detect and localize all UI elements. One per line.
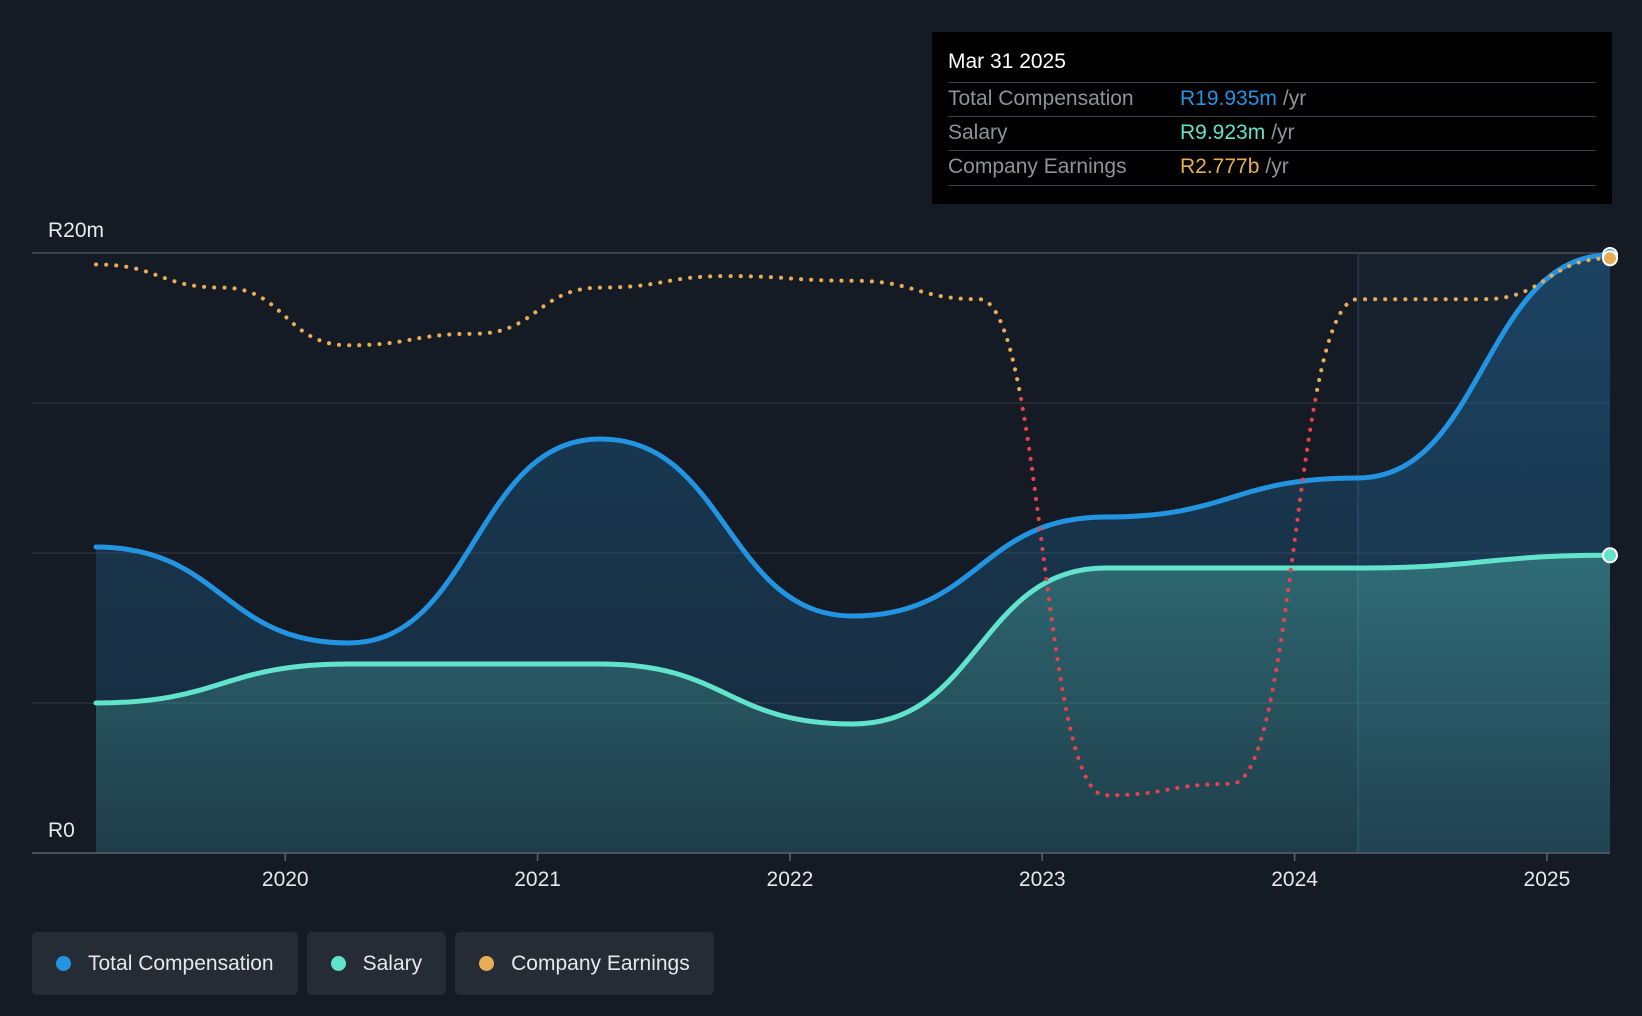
axes: 2020 2021 2022 2023 2024 2025 R0 R20m: [32, 219, 1610, 891]
tooltip-value: R9.923m/yr: [1180, 121, 1295, 144]
x-tick-label: 2025: [1524, 868, 1571, 891]
x-tick-label: 2024: [1271, 868, 1318, 891]
salary-end-point: [1602, 547, 1618, 564]
x-tick-label: 2022: [767, 868, 814, 891]
legend-item-total-compensation[interactable]: Total Compensation: [32, 932, 298, 995]
tooltip-label: Total Compensation: [948, 87, 1134, 110]
y-tick-label: R20m: [48, 219, 104, 242]
tooltip-label: Salary: [948, 121, 1008, 144]
tooltip-value: R2.777b/yr: [1180, 155, 1289, 178]
tooltip: Mar 31 2025 Total Compensation R19.935m /…: [932, 32, 1612, 204]
legend-label: Total Compensation: [88, 951, 274, 975]
legend-item-company-earnings[interactable]: Company Earnings: [455, 932, 714, 995]
tooltip-date: Mar 31 2025: [948, 50, 1066, 73]
legend-item-salary[interactable]: Salary: [306, 932, 447, 995]
y-tick-label: R0: [48, 819, 75, 842]
legend-dot-icon: [479, 956, 495, 971]
tooltip-row-company-earnings: Company Earnings R2.777b/yr: [948, 150, 1596, 186]
series-lines: [93, 252, 1613, 798]
x-tick-label: 2023: [1019, 868, 1066, 891]
tooltip-row-total-compensation: Total Compensation R19.935m/yr: [948, 82, 1596, 117]
series-areas: [96, 255, 1610, 853]
salary-line: [93, 552, 1613, 727]
legend-label: Company Earnings: [511, 951, 690, 975]
company-earnings-end-point: [1602, 250, 1618, 267]
series-end-markers: [1602, 246, 1618, 564]
x-tick-label: 2021: [514, 868, 561, 891]
total-compensation-line: [93, 252, 1613, 646]
legend-dot-icon: [56, 956, 71, 971]
tooltip-value: R19.935m/yr: [1180, 87, 1307, 110]
x-tick-label: 2020: [262, 868, 309, 891]
tooltip-row-salary: Salary R9.923m/yr: [948, 116, 1596, 151]
salary-area: [96, 555, 1610, 853]
legend-dot-icon: [330, 956, 346, 971]
tooltip-label: Company Earnings: [948, 155, 1127, 178]
legend: Total Compensation Salary Company Earnin…: [32, 932, 714, 995]
legend-label: Salary: [362, 951, 423, 975]
company-earnings-line: [94, 256, 1612, 392]
